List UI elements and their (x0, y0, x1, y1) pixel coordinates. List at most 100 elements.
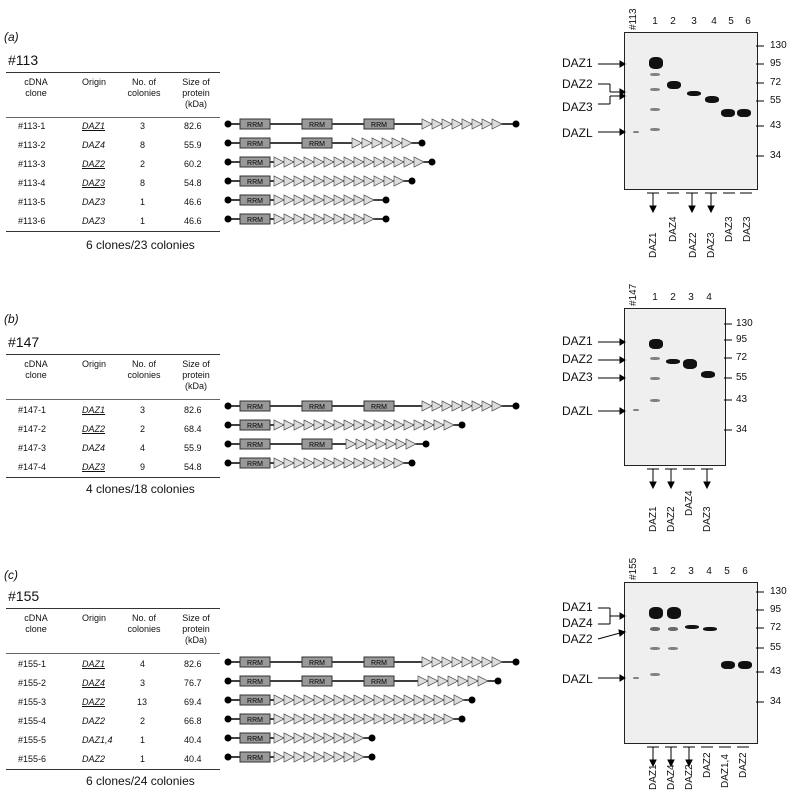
header-size: Size of protein (kDa) (182, 77, 210, 109)
mw-marker: 95 (770, 604, 782, 615)
lane-number: 2 (670, 566, 676, 577)
cell-origin: DAZ4 (82, 140, 106, 150)
construct: RRM (224, 457, 416, 469)
mw-marker: 43 (736, 394, 748, 405)
cell-clone: #113-1 (18, 121, 46, 131)
construct: RRM (224, 751, 376, 763)
cell-clone: #155-5 (18, 735, 47, 745)
header-clone: cDNA clone (24, 359, 48, 380)
mw-marker: 130 (770, 40, 787, 51)
band (701, 371, 715, 378)
clone-table: cDNA clone Origin No. of colonies Size o… (6, 72, 220, 232)
cell-origin: DAZ1,4 (82, 735, 113, 745)
table-header: cDNA clone Origin No. of colonies Size o… (6, 609, 220, 654)
svg-text:RRM: RRM (309, 660, 325, 667)
lane-id: DAZ2 (688, 232, 699, 258)
cell-colonies: 1 (140, 754, 146, 764)
lane-number: 4 (706, 292, 712, 303)
header-origin: Origin (81, 77, 106, 87)
gel-label: DAZ3 (562, 370, 593, 384)
cell-colonies: 3 (140, 678, 146, 688)
cell-colonies: 2 (140, 424, 146, 434)
construct: RRM (224, 213, 390, 225)
construct: RRM RRM (224, 137, 426, 149)
construct: RRM (224, 156, 436, 168)
clone-table: cDNA clone Origin No. of colonies Size o… (6, 354, 220, 478)
cell-origin: DAZ4 (82, 678, 106, 688)
band (650, 377, 660, 380)
band (721, 109, 735, 117)
header-colonies: No. of colonies (127, 77, 161, 98)
domain-diagrams: RRM RRM RRM RRM RRM RRM RRM (224, 400, 520, 469)
lane-id: DAZ1 (648, 232, 659, 258)
label-arrows (598, 60, 626, 136)
construct: RRM (224, 732, 376, 744)
gel-label: DAZ2 (562, 77, 593, 91)
cell-clone: #147-4 (18, 462, 47, 472)
cell-colonies: 8 (140, 178, 146, 188)
svg-text:RRM: RRM (371, 404, 387, 411)
lane-arrows (647, 192, 752, 214)
mw-marker: 34 (736, 424, 748, 435)
header-size: Size of protein (kDa) (182, 613, 210, 645)
cell-origin: DAZ2 (82, 754, 106, 764)
mw-marker: 55 (736, 372, 748, 383)
lane-arrows (647, 468, 713, 490)
header-colonies: No. of colonies (127, 359, 161, 380)
label-arrows (598, 338, 626, 415)
cell-colonies: 4 (140, 659, 146, 669)
band (650, 128, 660, 131)
western-blot (624, 308, 726, 466)
construct: RRM RRM RRM (224, 118, 520, 130)
mw-marker: 55 (770, 95, 782, 106)
construct: RRM RRM RRM (224, 400, 520, 412)
cell-clone: #113-2 (18, 140, 46, 150)
mw-marker: 34 (770, 696, 782, 707)
cell-clone: #147-2 (18, 424, 47, 434)
lane-id: DAZ1 (648, 506, 659, 532)
band (685, 625, 699, 629)
mw-marker: 95 (770, 58, 782, 69)
gel-label: DAZL (562, 126, 593, 140)
cell-size: 40.4 (184, 735, 202, 745)
summary: 6 clones/23 colonies (86, 238, 195, 252)
svg-text:RRM: RRM (247, 717, 263, 724)
svg-text:RRM: RRM (309, 679, 325, 686)
label-arrows (597, 607, 626, 682)
panel-id: #113 (8, 52, 39, 68)
svg-text:RRM: RRM (247, 198, 263, 205)
lane-number: 6 (742, 566, 748, 577)
construct: RRM (224, 175, 416, 187)
header-clone: cDNA clone (24, 77, 48, 98)
lane-arrows (647, 746, 749, 768)
cell-clone: #113-3 (18, 159, 46, 169)
lane-number: 3 (688, 292, 694, 303)
lane-number: 4 (706, 566, 712, 577)
mw-ticks (756, 591, 764, 703)
cell-size: 55.9 (184, 140, 202, 150)
svg-text:RRM: RRM (247, 755, 263, 762)
cell-colonies: 3 (140, 405, 146, 415)
cell-clone: #113-5 (18, 197, 46, 207)
cell-size: 82.6 (184, 659, 202, 669)
western-blot (624, 582, 758, 744)
lane-id: DAZ2 (666, 506, 677, 532)
lane-id: DAZ4 (684, 490, 695, 516)
cell-origin: DAZ4 (82, 443, 106, 453)
cell-origin: DAZ3 (82, 197, 106, 207)
lane-id: DAZ1,4 (720, 754, 731, 788)
cell-colonies: 2 (140, 716, 146, 726)
band (633, 131, 639, 133)
svg-text:RRM: RRM (309, 141, 325, 148)
lane-id: DAZ2 (684, 764, 695, 790)
panel-label: (a) (4, 30, 19, 44)
mw-marker: 72 (736, 352, 748, 363)
lane-number: 4 (711, 16, 717, 27)
cell-colonies: 9 (140, 462, 146, 472)
construct: RRM RRM (224, 438, 430, 450)
band (649, 607, 663, 619)
mw-marker: 55 (770, 642, 782, 653)
cell-origin: DAZ2 (82, 697, 106, 707)
lane-id: DAZ2 (702, 752, 713, 778)
cell-size: 66.8 (184, 716, 202, 726)
